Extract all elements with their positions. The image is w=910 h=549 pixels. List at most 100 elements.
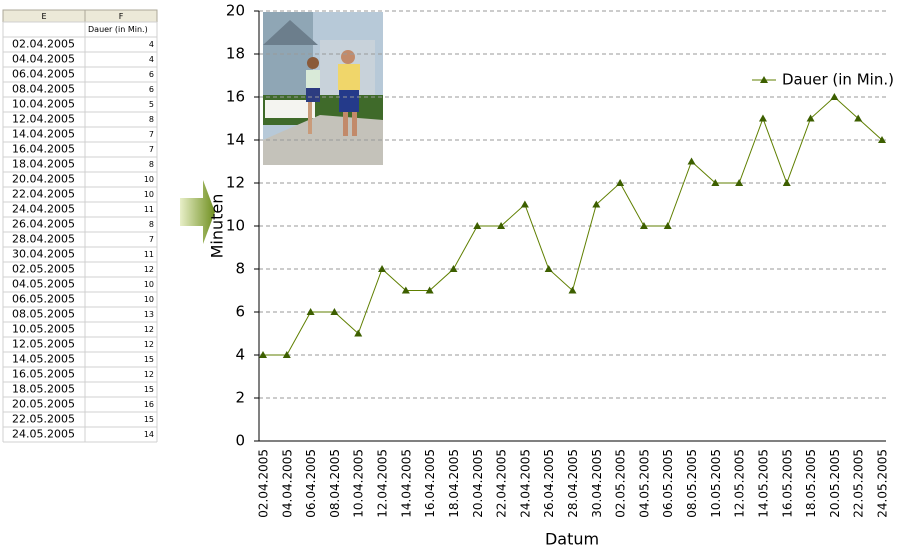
date-cell: 18.05.2005 bbox=[12, 383, 75, 396]
data-point bbox=[616, 179, 625, 186]
x-tick-label: 04.04.2005 bbox=[280, 449, 294, 518]
x-tick-label: 06.04.2005 bbox=[304, 449, 318, 518]
value-cell: 8 bbox=[149, 115, 154, 124]
y-tick-label: 2 bbox=[235, 389, 245, 407]
value-cell: 10 bbox=[144, 190, 154, 199]
column-header: F bbox=[119, 12, 124, 21]
date-cell: 26.04.2005 bbox=[12, 218, 75, 231]
date-cell: 04.04.2005 bbox=[12, 53, 75, 66]
data-point bbox=[711, 179, 720, 186]
arrow-graphic bbox=[180, 180, 215, 244]
data-point bbox=[854, 114, 863, 122]
legend-marker bbox=[760, 76, 768, 83]
date-cell: 02.05.2005 bbox=[12, 263, 75, 276]
date-cell: 04.05.2005 bbox=[12, 278, 75, 291]
y-tick-label: 16 bbox=[226, 88, 245, 106]
data-point bbox=[401, 286, 410, 294]
date-cell: 02.04.2005 bbox=[12, 38, 75, 51]
x-tick-label: 22.05.2005 bbox=[852, 449, 866, 518]
value-cell: 6 bbox=[149, 70, 154, 79]
column-header-bar bbox=[2, 9, 158, 23]
y-axis-title: Minuten bbox=[208, 194, 227, 259]
x-tick-label: 08.04.2005 bbox=[328, 449, 342, 518]
x-tick-label: 18.05.2005 bbox=[804, 449, 818, 518]
x-tick-label: 10.04.2005 bbox=[352, 449, 366, 518]
date-cell: 06.04.2005 bbox=[12, 68, 75, 81]
data-point bbox=[306, 308, 315, 315]
value-cell: 14 bbox=[144, 430, 154, 439]
data-point bbox=[878, 136, 886, 143]
data-point bbox=[497, 222, 506, 229]
x-tick-label: 02.05.2005 bbox=[614, 449, 628, 518]
data-point bbox=[639, 222, 648, 229]
value-cell: 4 bbox=[149, 40, 154, 49]
value-cell: 13 bbox=[144, 310, 154, 319]
date-cell: 18.04.2005 bbox=[12, 158, 75, 171]
data-point bbox=[378, 265, 387, 272]
date-cell: 16.04.2005 bbox=[12, 143, 75, 156]
x-tick-label: 16.05.2005 bbox=[780, 449, 794, 518]
y-tick-label: 0 bbox=[235, 432, 245, 450]
x-tick-label: 20.04.2005 bbox=[471, 449, 485, 518]
x-tick-label: 26.04.2005 bbox=[542, 449, 556, 518]
y-tick-label: 4 bbox=[235, 346, 245, 364]
value-cell: 10 bbox=[144, 175, 154, 184]
value-cell: 4 bbox=[149, 55, 154, 64]
value-cell: 12 bbox=[144, 325, 154, 334]
data-point bbox=[473, 222, 482, 229]
date-cell: 24.04.2005 bbox=[12, 203, 75, 216]
data-point bbox=[425, 286, 434, 294]
date-cell: 08.05.2005 bbox=[12, 308, 75, 321]
value-cell: 7 bbox=[149, 130, 154, 139]
date-cell: 30.04.2005 bbox=[12, 248, 75, 261]
x-tick-label: 18.04.2005 bbox=[447, 449, 461, 518]
date-cell: 12.05.2005 bbox=[12, 338, 75, 351]
value-cell: 11 bbox=[144, 205, 154, 214]
table-header: Dauer (in Min.) bbox=[88, 25, 148, 34]
y-tick-label: 12 bbox=[226, 174, 245, 192]
data-point bbox=[592, 200, 601, 208]
data-point bbox=[830, 93, 839, 100]
legend-label: Dauer (in Min.) bbox=[782, 71, 894, 89]
value-cell: 15 bbox=[144, 355, 154, 364]
photo bbox=[263, 12, 383, 165]
date-cell: 28.04.2005 bbox=[12, 233, 75, 246]
chart: 0 2 4 6 8 10 12 14 16 18 20 02.04.2005 04.04.2005 06.… bbox=[208, 2, 894, 549]
x-tick-label: 04.05.2005 bbox=[637, 449, 651, 518]
value-cell: 12 bbox=[144, 265, 154, 274]
data-point bbox=[259, 351, 267, 358]
value-cell: 11 bbox=[144, 250, 154, 259]
value-cell: 7 bbox=[149, 145, 154, 154]
x-tick-label: 28.04.2005 bbox=[566, 449, 580, 518]
data-point bbox=[735, 179, 744, 186]
x-tick-label: 02.04.2005 bbox=[257, 449, 271, 518]
y-tick-label: 18 bbox=[226, 45, 245, 63]
date-cell: 22.05.2005 bbox=[12, 413, 75, 426]
date-cell: 08.04.2005 bbox=[12, 83, 75, 96]
data-point bbox=[758, 114, 767, 122]
data-point bbox=[687, 157, 696, 165]
x-tick-label: 08.05.2005 bbox=[685, 449, 699, 518]
data-point bbox=[544, 265, 553, 272]
value-cell: 16 bbox=[144, 400, 154, 409]
date-cell: 10.05.2005 bbox=[12, 323, 75, 336]
date-cell: 16.05.2005 bbox=[12, 368, 75, 381]
data-point bbox=[449, 265, 458, 272]
y-tick-label: 14 bbox=[226, 131, 245, 149]
date-cell: 24.05.2005 bbox=[12, 428, 75, 441]
date-cell: 06.05.2005 bbox=[12, 293, 75, 306]
data-point bbox=[282, 351, 291, 358]
x-axis-title: Datum bbox=[545, 530, 599, 549]
value-cell: 6 bbox=[149, 85, 154, 94]
spreadsheet: E F Dauer (in Min.) 02.04.2005 4 04.04.2005 4 0… bbox=[2, 9, 158, 443]
x-tick-label: 06.05.2005 bbox=[661, 449, 675, 518]
data-point bbox=[330, 308, 339, 315]
column-header: E bbox=[41, 12, 46, 21]
x-tick-label: 12.04.2005 bbox=[376, 449, 390, 518]
date-cell: 12.04.2005 bbox=[12, 113, 75, 126]
value-cell: 10 bbox=[144, 280, 154, 289]
date-cell: 10.04.2005 bbox=[12, 98, 75, 111]
date-cell: 14.04.2005 bbox=[12, 128, 75, 141]
x-tick-label: 12.05.2005 bbox=[733, 449, 747, 518]
